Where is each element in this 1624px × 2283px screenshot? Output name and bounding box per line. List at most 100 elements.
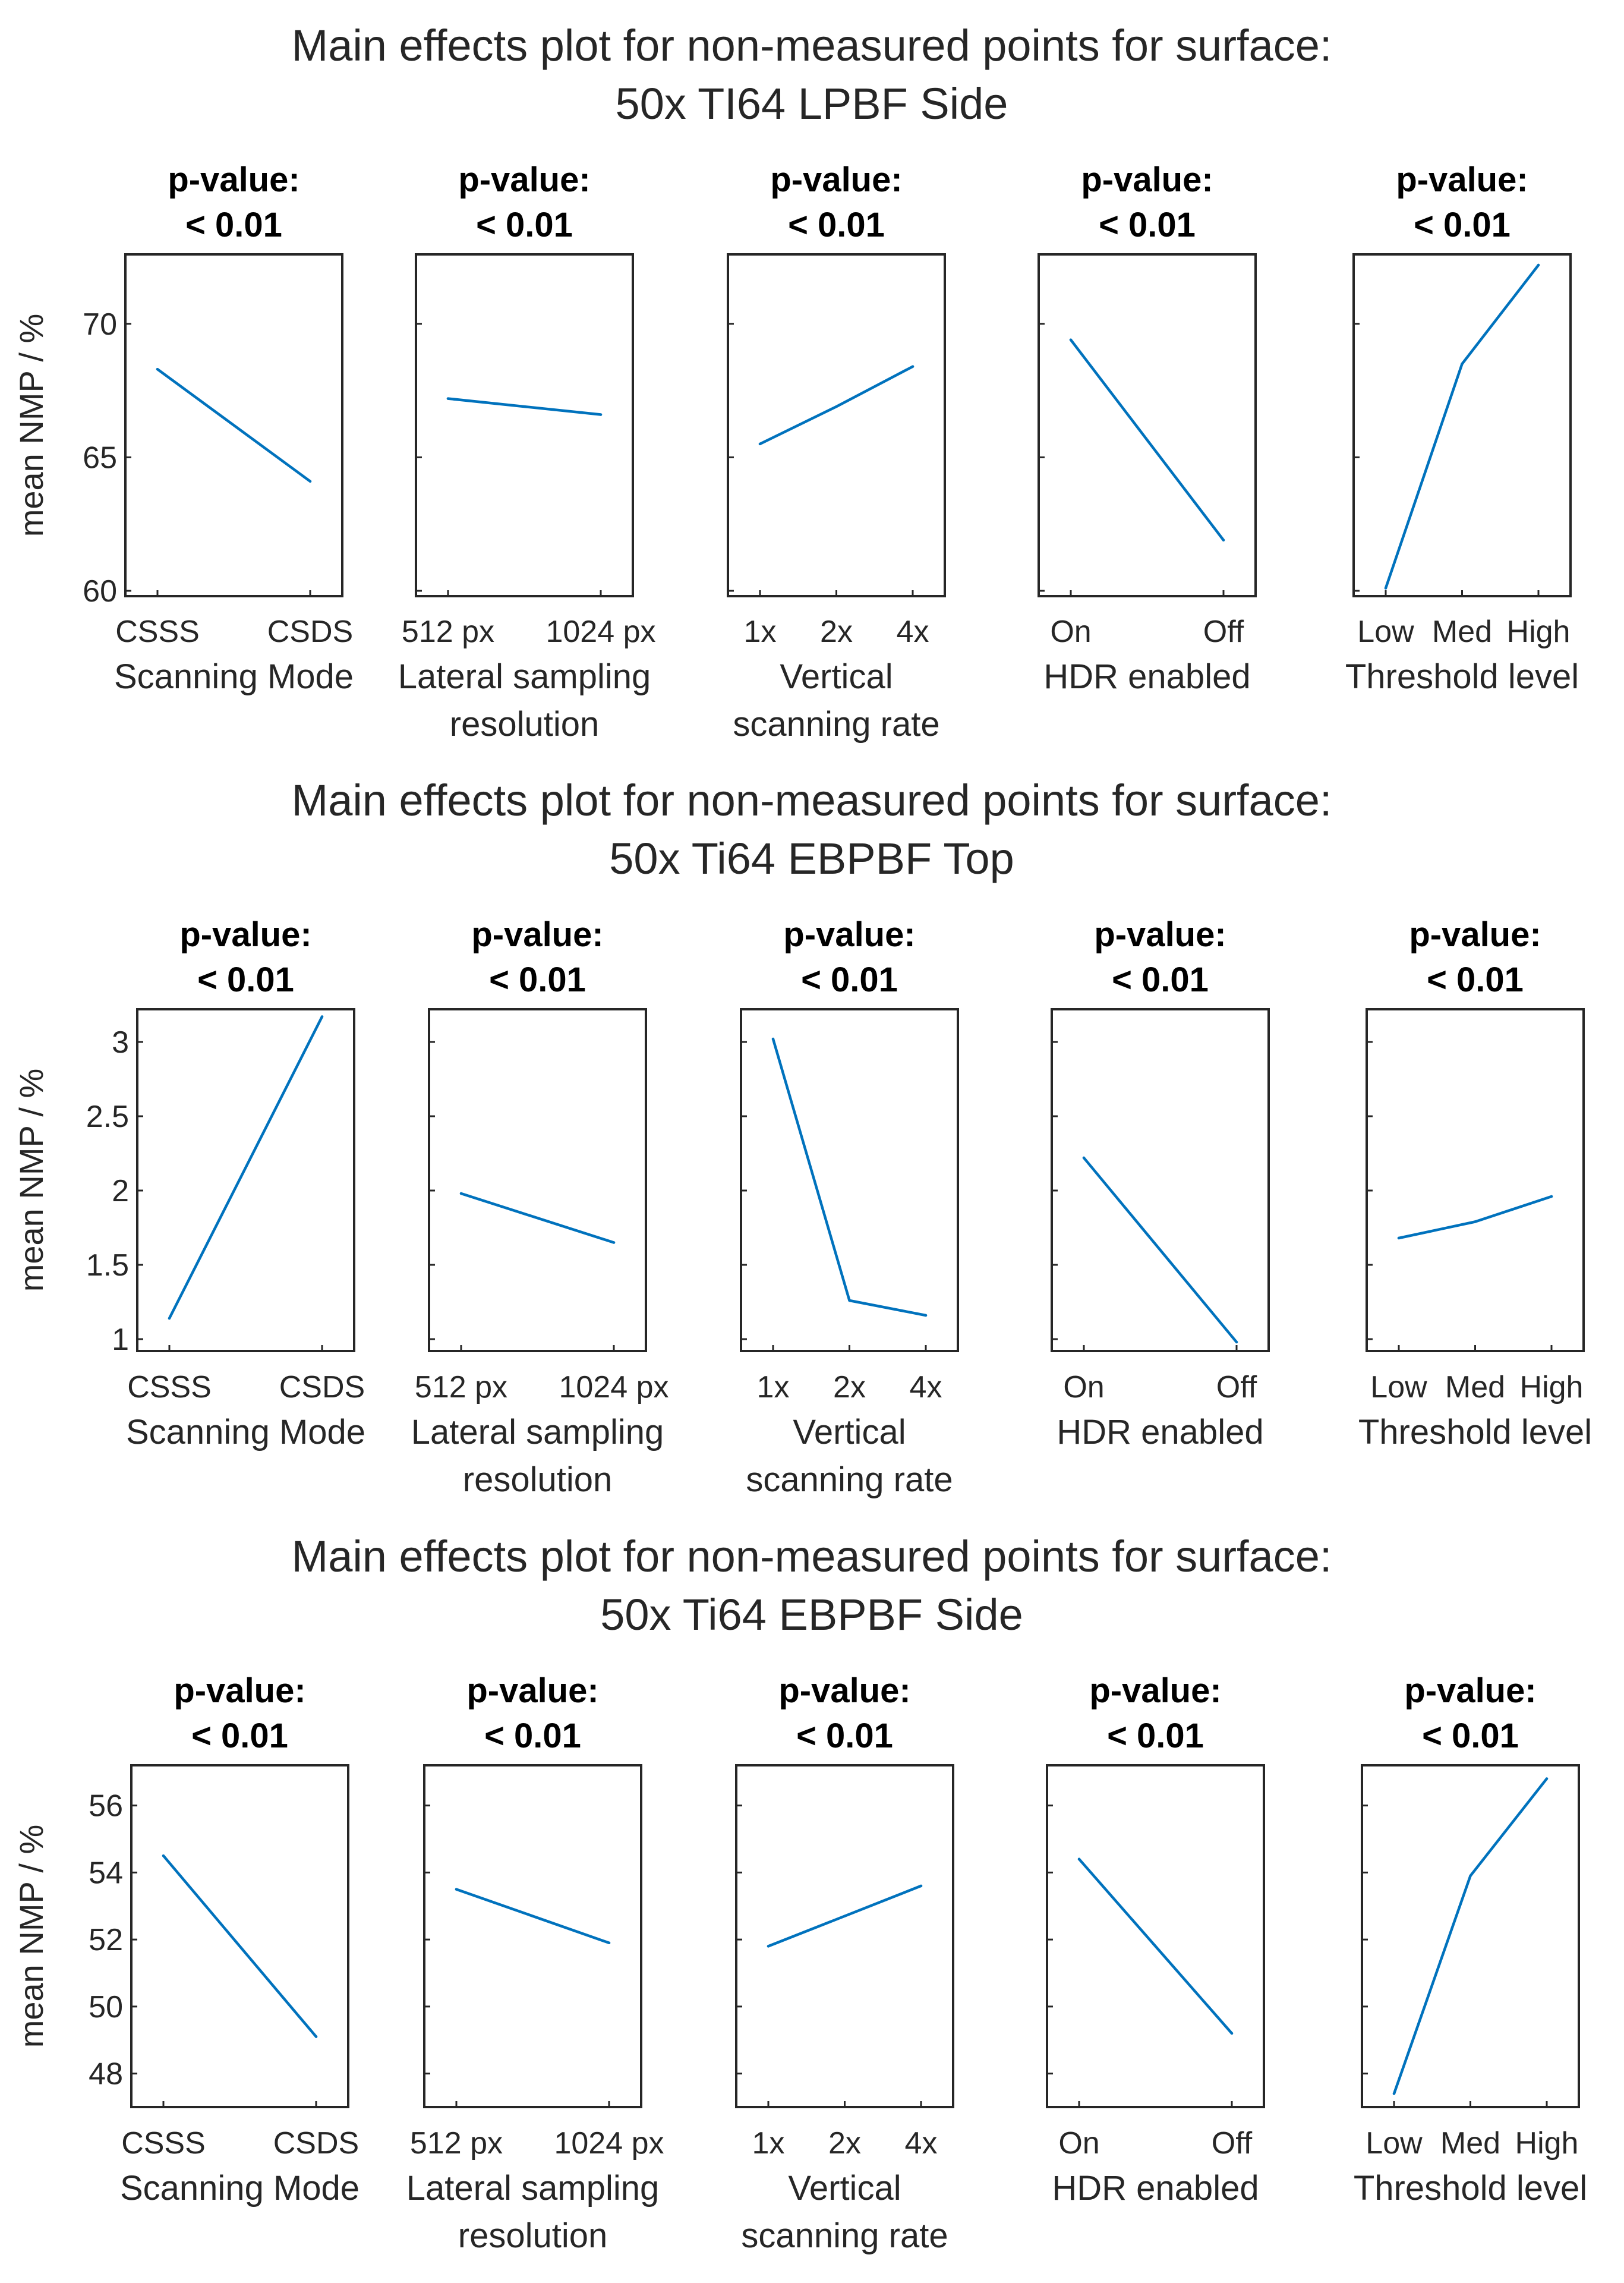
x-tick-label: Med [1432,615,1492,649]
pvalue-text: < 0.01 [484,1717,581,1755]
data-point [308,480,312,483]
data-point [771,1037,775,1041]
series-line [162,1854,318,2038]
pvalue-text: < 0.01 [796,1717,893,1755]
y-tick-label: 2 [112,1174,129,1208]
panel-5: p-value: < 0.01 Low Med High Threshold level [1354,1671,1587,2208]
data-point [1550,1195,1553,1198]
series-line [168,1015,324,1320]
x-tick-label: High [1520,1370,1584,1405]
x-axis-label: Lateral sampling [411,1413,664,1451]
x-axis-label: Threshold level [1354,2169,1587,2208]
pvalue-label: p-value: [778,1671,910,1710]
axes-frame [740,1008,959,1352]
x-tick-label: CSSS [121,2126,206,2161]
data-point [459,1192,463,1195]
chart-title: Main effects plot for non-measured point… [292,1532,1332,1581]
panel-1: p-value: < 0.01 1 1.5 2 2.5 3 CSSS CSDS Scanning … [86,915,365,1451]
pvalue-label: p-value: [1404,1671,1536,1710]
data-point [1069,338,1073,341]
y-tick-label: 60 [83,574,117,609]
y-tick-label: 1.5 [86,1248,129,1283]
axes-frame [1046,1764,1265,2108]
y-tick-label: 56 [89,1789,123,1824]
x-tick-label: High [1515,2126,1579,2161]
y-tick-label: 54 [89,1856,123,1890]
data-point [455,1888,458,1891]
x-tick-label: On [1063,1370,1104,1405]
x-axis-label: HDR enabled [1057,1413,1263,1451]
axes-frame [735,1764,954,2108]
pvalue-label: p-value: [1089,1671,1221,1710]
chart-subtitle: 50x Ti64 EBPBF Top [609,834,1014,883]
y-tick-label: 48 [89,2057,123,2092]
x-tick-label: 1024 px [559,1370,668,1405]
chart-title: Main effects plot for non-measured point… [292,21,1332,70]
x-tick-label: CSDS [267,615,353,649]
x-tick-label: Low [1366,2126,1423,2161]
x-tick-label: CSDS [279,1370,365,1405]
axes-frame [1038,253,1257,597]
pvalue-label: p-value: [1081,160,1213,199]
panel-2: p-value: < 0.01 512 px 1024 px Lateral sampl… [398,160,656,744]
x-axis-label: Threshold level [1345,657,1579,696]
data-point [1384,587,1388,590]
panel-4: p-value: < 0.01 On Off HDR enabled [1051,915,1270,1451]
x-tick-label: 1x [752,2126,785,2161]
panel-2: p-value: < 0.01 512 px 1024 px Lateral sampl… [411,915,669,1499]
pvalue-label: p-value: [1409,915,1541,954]
x-axis-label: Threshold level [1358,1413,1592,1451]
x-tick-label: 2x [828,2126,861,2161]
pvalue-text: < 0.01 [1427,961,1524,999]
data-point [1235,1340,1238,1344]
axes-frame [727,253,946,597]
series-line [156,367,312,483]
panel-1: p-value: < 0.01 48 50 52 54 56 CSSS CSDS Scanning… [89,1671,360,2208]
x-tick-label: Med [1440,2126,1500,2161]
x-tick-label: 2x [820,615,853,649]
axes-frame [428,1008,647,1352]
x-tick-label: Low [1357,615,1414,649]
pvalue-text: < 0.01 [1422,1717,1519,1755]
chart-subtitle: 50x Ti64 EBPBF Side [600,1590,1023,1639]
pvalue-text: < 0.01 [1107,1717,1204,1755]
data-point [767,1945,770,1948]
pvalue-text: < 0.01 [476,206,573,244]
x-tick-label: Med [1445,1370,1505,1405]
data-point [835,405,838,408]
x-tick-label: 512 px [402,615,494,649]
x-tick-label: 512 px [410,2126,503,2161]
x-tick-label: On [1058,2126,1099,2161]
series-line [1069,338,1225,541]
data-point [1392,2092,1396,2095]
x-axis-label: resolution [458,2216,607,2255]
pvalue-text: < 0.01 [1099,206,1196,244]
panel-5: p-value: < 0.01 Low Med High Threshold level [1345,160,1579,696]
data-point [320,1015,324,1018]
series-line [446,397,603,416]
x-tick-label: 4x [897,615,929,649]
y-axis-label: mean NMP / % [12,1069,50,1292]
pvalue-label: p-value: [1094,915,1226,954]
y-axis-label: mean NMP / % [12,1825,50,2048]
figure-block-2: Main effects plot for non-measured point… [12,776,1592,1499]
pvalue-text: < 0.01 [191,1717,288,1755]
pvalue-label: p-value: [466,1671,598,1710]
data-point [612,1241,616,1244]
x-tick-label: 1x [744,615,777,649]
data-point [1474,1220,1477,1223]
data-point [446,397,450,400]
pvalue-label: p-value: [168,160,299,199]
x-axis-label: scanning rate [746,1460,953,1499]
x-axis-label: Lateral sampling [398,657,651,696]
x-tick-label: High [1507,615,1571,649]
data-point [1469,1874,1472,1878]
y-tick-label: 70 [83,307,117,342]
pvalue-label: p-value: [783,915,915,954]
x-tick-label: 512 px [415,1370,507,1405]
data-point [843,1914,846,1917]
y-tick-label: 65 [83,440,117,475]
pvalue-text: < 0.01 [801,961,898,999]
panel-5: p-value: < 0.01 Low Med High Threshold level [1358,915,1592,1451]
